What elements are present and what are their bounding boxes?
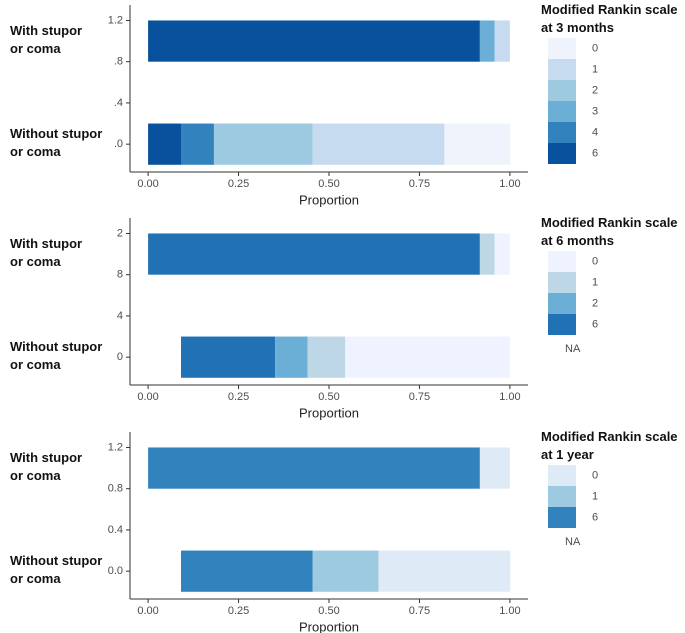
y-tick-label: 0.0	[108, 565, 123, 577]
y-tick-label: .0	[114, 138, 123, 150]
bar-segment	[345, 336, 510, 378]
bar-segment	[181, 123, 214, 165]
legend-swatch	[548, 293, 576, 314]
y-tick-label: 1.2	[108, 14, 123, 26]
x-tick-label: 1.00	[499, 178, 520, 190]
bar-segment	[312, 550, 379, 592]
bar-segment	[444, 123, 511, 165]
x-tick-label: 1.00	[499, 605, 520, 617]
category-label: With stupor or coma	[10, 24, 82, 57]
y-tick-label: 0	[117, 351, 123, 363]
y-tick-label: 1.2	[108, 441, 123, 453]
legend-label: 3	[592, 105, 598, 117]
legend-label: NA	[565, 536, 581, 548]
bar-segment	[148, 337, 181, 378]
bar-segment	[378, 550, 511, 592]
legend-swatch	[548, 122, 576, 143]
y-tick-label: .4	[114, 97, 123, 109]
x-tick-label: 0.75	[409, 391, 430, 403]
bar-segment	[479, 233, 495, 275]
bar-segment	[148, 20, 480, 62]
x-tick-label: 0.50	[318, 178, 339, 190]
y-tick-label: 4	[117, 310, 123, 322]
legend-label: 6	[592, 318, 598, 330]
legend-label: 0	[592, 42, 598, 54]
bar-segment	[148, 551, 181, 592]
bar-segment	[307, 336, 346, 378]
category-label: With stupor or coma	[10, 451, 82, 484]
bar-segment	[479, 447, 510, 489]
legend-label: NA	[565, 343, 581, 355]
legend-label: 1	[592, 276, 598, 288]
bar-segment	[148, 123, 182, 165]
x-tick-label: 0.25	[228, 605, 249, 617]
bar-segment	[275, 336, 308, 378]
legend-label: 0	[592, 255, 598, 267]
legend-title: Modified Rankin scale at 1 year	[541, 429, 678, 462]
x-tick-label: 0.25	[228, 178, 249, 190]
legend-swatch	[548, 251, 576, 272]
x-axis-label: Proportion	[299, 405, 359, 420]
legend-swatch	[548, 486, 576, 507]
x-axis-label: Proportion	[299, 192, 359, 207]
bar-segment	[213, 123, 313, 165]
legend-label: 2	[592, 297, 598, 309]
legend-label: 4	[592, 126, 598, 138]
bar-segment	[312, 123, 445, 165]
bar-segment	[494, 20, 510, 62]
y-tick-label: .8	[114, 56, 123, 68]
y-tick-label: 2	[117, 227, 123, 239]
x-tick-label: 0.00	[137, 391, 158, 403]
legend-label: 6	[592, 511, 598, 523]
category-label: Without stupor or coma	[10, 340, 102, 373]
x-tick-label: 0.25	[228, 391, 249, 403]
y-tick-label: 0.8	[108, 483, 123, 495]
legend-label: 0	[592, 469, 598, 481]
legend-swatch	[548, 507, 576, 528]
x-tick-label: 1.00	[499, 391, 520, 403]
legend-swatch	[548, 38, 576, 59]
y-tick-label: 0.4	[108, 524, 123, 536]
category-label: Without stupor or coma	[10, 554, 102, 587]
legend-swatch	[548, 101, 576, 122]
legend-swatch	[548, 59, 576, 80]
category-label: Without stupor or coma	[10, 127, 102, 160]
legend-label: 6	[592, 147, 598, 159]
x-axis-label: Proportion	[299, 619, 359, 633]
bar-segment	[148, 447, 480, 489]
legend-label: 2	[592, 84, 598, 96]
legend-swatch	[548, 143, 576, 164]
bar-segment	[148, 233, 480, 275]
legend-swatch	[548, 80, 576, 101]
bar-segment	[181, 336, 276, 378]
legend-swatch	[548, 314, 576, 335]
legend-label: 1	[592, 490, 598, 502]
category-label: With stupor or coma	[10, 237, 82, 270]
legend-title: Modified Rankin scale at 6 months	[541, 215, 678, 248]
x-tick-label: 0.00	[137, 178, 158, 190]
bar-segment	[479, 20, 495, 62]
x-tick-label: 0.75	[409, 178, 430, 190]
x-tick-label: 0.50	[318, 391, 339, 403]
y-tick-label: 8	[117, 269, 123, 281]
x-tick-label: 0.75	[409, 605, 430, 617]
bar-segment	[181, 550, 313, 592]
legend-label: 1	[592, 63, 598, 75]
legend-swatch	[548, 272, 576, 293]
x-tick-label: 0.00	[137, 605, 158, 617]
legend-title: Modified Rankin scale at 3 months	[541, 2, 678, 35]
legend-swatch	[548, 465, 576, 486]
bar-segment	[494, 233, 510, 275]
x-tick-label: 0.50	[318, 605, 339, 617]
